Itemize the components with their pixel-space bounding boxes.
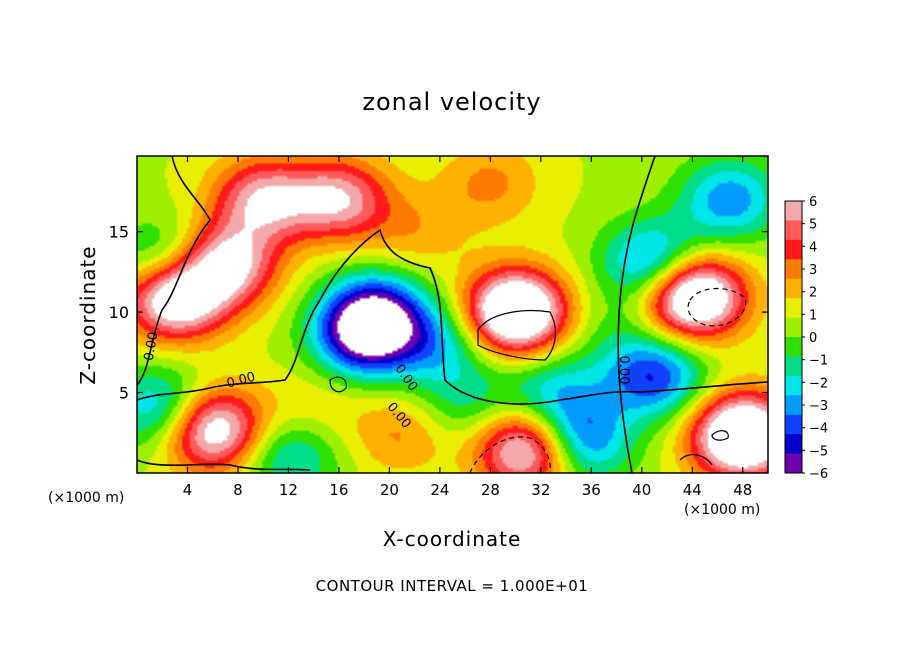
- colorbar-swatch: [785, 317, 802, 338]
- solid-contour-2: [329, 376, 347, 393]
- colorbar-swatch: [785, 239, 802, 260]
- colorbar-tick-label: −4: [809, 422, 828, 437]
- dashed-contour-2: [469, 436, 551, 473]
- plot-frame: [136, 155, 769, 474]
- colorbar-tick-label: −2: [809, 376, 828, 391]
- colorbar-tick-label: 3: [809, 263, 817, 278]
- colorbar-tick-label: −5: [809, 444, 828, 459]
- colorbar-tick-label: 2: [809, 286, 817, 301]
- x-tick-label: 28: [481, 481, 500, 499]
- y-axis: 5 10 15: [109, 223, 768, 403]
- solid-contour-4: [679, 453, 713, 466]
- colorbar-swatch: [785, 298, 802, 319]
- zero-contour-left: [137, 156, 211, 386]
- colorbar-tick-label: −3: [809, 399, 828, 414]
- colorbar-swatch: [785, 201, 802, 221]
- zero-contours: [137, 156, 768, 473]
- dashed-contour-1: [687, 287, 747, 327]
- x-tick-label: 24: [430, 481, 449, 499]
- x-unit-label-left: (×1000 m): [48, 490, 125, 506]
- colorbar-tick-label: 4: [809, 240, 817, 255]
- colorbar-swatch: [785, 434, 802, 455]
- x-tick-label: 16: [329, 481, 348, 499]
- x-tick-label: 8: [233, 481, 243, 499]
- colorbar-swatch: [785, 356, 802, 377]
- colorbar-swatch: [785, 395, 802, 416]
- x-tick-label: 36: [582, 481, 601, 499]
- solid-contour-1: [477, 310, 557, 361]
- colorbar-swatch: [785, 453, 802, 474]
- chart-title: zonal velocity: [362, 88, 542, 116]
- colorbar-swatch: [785, 278, 802, 299]
- y-tick-label: 5: [119, 384, 129, 403]
- heatmap-field: [137, 156, 768, 473]
- colorbar-swatch: [785, 259, 802, 280]
- colorbar-tick-label: 0: [809, 331, 817, 346]
- colorbar-swatch: [785, 375, 802, 396]
- x-tick-label: 44: [683, 481, 702, 499]
- colorbar-tick-label: 1: [809, 308, 817, 323]
- colorbar-tick-label: 5: [809, 218, 817, 233]
- colorbar-tick-label: 6: [809, 195, 817, 210]
- contour-label: 0.00: [225, 370, 257, 392]
- x-axis: 4 8 12 16 20 24 28 32 36 40 44 48: [183, 156, 752, 499]
- colorbar: 6 5 4 3 2 1 0 −1 −2 −3 −4 −5 −6: [784, 195, 828, 482]
- contour-interval-text: CONTOUR INTERVAL = 1.000E+01: [315, 577, 589, 595]
- contour-label: 0.00: [616, 356, 631, 385]
- zero-contour-bottom: [137, 459, 311, 471]
- contour-label: 0.00: [142, 331, 162, 362]
- colorbar-swatch: [785, 220, 802, 241]
- x-unit-label-right: (×1000 m): [684, 502, 761, 518]
- solid-contour-3: [711, 430, 729, 441]
- x-tick-label: 12: [279, 481, 298, 499]
- y-tick-label: 15: [109, 223, 129, 242]
- x-axis-label: X-coordinate: [382, 527, 522, 551]
- zero-contour-lower: [137, 228, 768, 405]
- colorbar-tick-label: −6: [809, 467, 828, 482]
- x-tick-label: 20: [380, 481, 399, 499]
- x-tick-label: 4: [183, 481, 193, 499]
- x-tick-label: 48: [733, 481, 752, 499]
- x-tick-label: 40: [632, 481, 651, 499]
- x-tick-label: 32: [531, 481, 550, 499]
- zero-contour-right: [617, 156, 656, 473]
- y-tick-label: 10: [109, 303, 129, 322]
- colorbar-tick-label: −1: [809, 354, 828, 369]
- colorbar-swatch: [785, 337, 802, 357]
- colorbar-swatch: [785, 414, 802, 435]
